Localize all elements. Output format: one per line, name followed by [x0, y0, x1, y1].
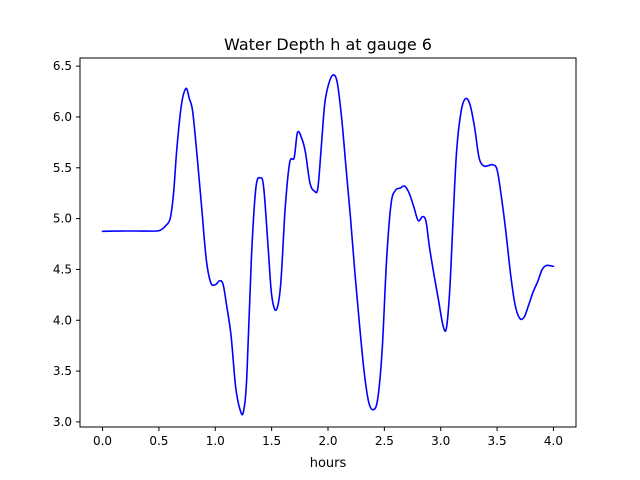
- chart-title: Water Depth h at gauge 6: [224, 35, 432, 54]
- y-tick-label: 5.5: [53, 161, 72, 175]
- x-tick-label: 2.0: [318, 434, 337, 448]
- axes-frame: [79, 57, 577, 428]
- y-tick-label: 6.5: [53, 59, 72, 73]
- y-tick-label: 4.5: [53, 262, 72, 276]
- y-tick-label: 5.0: [53, 212, 72, 226]
- y-tick-label: 4.0: [53, 313, 72, 327]
- x-tick-label: 1.5: [262, 434, 281, 448]
- y-tick-label: 3.0: [53, 415, 72, 429]
- x-tick-label: 2.5: [375, 434, 394, 448]
- y-axis: 3.0 3.5 4.0 4.5 5.0 5.5 6.0 6.5: [53, 59, 80, 429]
- x-tick-label: 0.5: [149, 434, 168, 448]
- x-axis: 0.0 0.5 1.0 1.5 2.0 2.5 3.0 3.5 4.0: [93, 427, 563, 448]
- x-axis-label: hours: [310, 456, 347, 471]
- y-tick-label: 6.0: [53, 110, 72, 124]
- x-tick-label: 0.0: [93, 434, 112, 448]
- x-tick-label: 1.0: [206, 434, 225, 448]
- x-tick-label: 3.0: [431, 434, 450, 448]
- x-tick-label: 3.5: [488, 434, 507, 448]
- y-tick-label: 3.5: [53, 364, 72, 378]
- plot-area: 0.0 0.5 1.0 1.5 2.0 2.5 3.0 3.5 4.0 3.0 3.5 4.0 4.5…: [53, 57, 577, 448]
- x-tick-label: 4.0: [544, 434, 563, 448]
- series-line-water-depth: [101, 74, 555, 416]
